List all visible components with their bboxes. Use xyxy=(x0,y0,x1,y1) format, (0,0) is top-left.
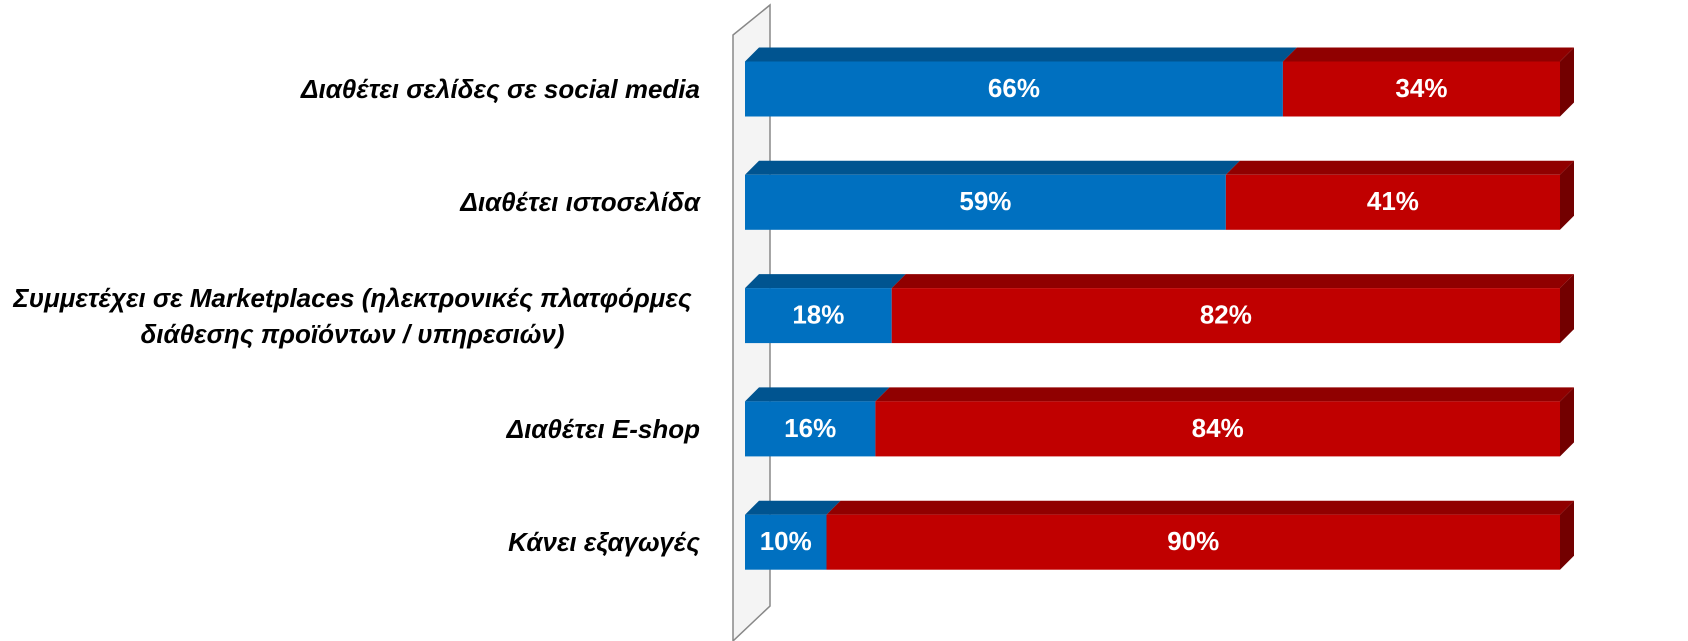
bar-front xyxy=(1225,174,1560,230)
bar-side xyxy=(1560,47,1574,117)
bar-front xyxy=(745,61,1283,117)
bar-segment xyxy=(745,500,841,570)
bar-side xyxy=(1560,500,1574,570)
category-label-box: Διαθέτει ιστοσελίδα xyxy=(0,152,700,252)
category-label-box: Διαθέτει σελίδες σε social media xyxy=(0,39,700,139)
category-label: Διαθέτει σελίδες σε social media xyxy=(300,74,700,104)
bar-segment xyxy=(745,274,906,344)
bar-top xyxy=(826,500,1574,515)
category-label: Κάνει εξαγωγές xyxy=(508,527,700,558)
value-label: 84% xyxy=(1192,413,1244,443)
category-label-box: Διαθέτει E-shop xyxy=(0,379,700,479)
category-label-box: Συμμετέχει σε Marketplaces (ηλεκτρονικές… xyxy=(0,266,700,366)
value-label: 16% xyxy=(784,413,836,443)
category-label: Συμμετέχει σε Marketplaces (ηλεκτρονικές… xyxy=(13,282,692,349)
value-label: 90% xyxy=(1167,526,1219,556)
bar-top xyxy=(1225,160,1574,175)
bar-front xyxy=(745,174,1226,230)
bar-front xyxy=(875,401,1560,457)
bar-top xyxy=(1282,47,1574,62)
value-label: 41% xyxy=(1367,186,1419,216)
category-label-box: Κάνει εξαγωγές xyxy=(0,492,700,592)
category-label: Διαθέτει E-shop xyxy=(506,413,700,444)
value-label: 66% xyxy=(988,73,1040,103)
bar-front xyxy=(745,401,876,457)
bar-front xyxy=(745,288,892,344)
bar-front xyxy=(826,514,1560,570)
bar-segment xyxy=(1225,160,1574,230)
bar-front xyxy=(745,514,827,570)
value-label: 59% xyxy=(959,186,1011,216)
bar-top xyxy=(745,274,906,289)
bar-top xyxy=(745,47,1297,62)
value-label: 82% xyxy=(1200,299,1252,329)
bar-segment xyxy=(745,160,1240,230)
bar-front xyxy=(891,288,1560,344)
bar-side xyxy=(1560,274,1574,344)
category-label: Διαθέτει ιστοσελίδα xyxy=(460,187,700,218)
bar-top xyxy=(745,500,841,515)
bar-top xyxy=(745,160,1240,175)
value-label: 34% xyxy=(1395,73,1447,103)
bar-segment xyxy=(826,500,1574,570)
bar-segment xyxy=(875,387,1574,457)
bar-segment xyxy=(745,47,1297,117)
bar-top xyxy=(891,274,1574,289)
bar-segment xyxy=(891,274,1574,344)
bar-top xyxy=(745,387,890,402)
bar-side xyxy=(1560,160,1574,230)
value-label: 10% xyxy=(760,526,812,556)
bar-segment xyxy=(745,387,890,457)
value-label: 18% xyxy=(792,299,844,329)
bar-front xyxy=(1282,61,1560,117)
bar-side xyxy=(1560,387,1574,457)
bar-segment xyxy=(1282,47,1574,117)
bar-top xyxy=(875,387,1574,402)
